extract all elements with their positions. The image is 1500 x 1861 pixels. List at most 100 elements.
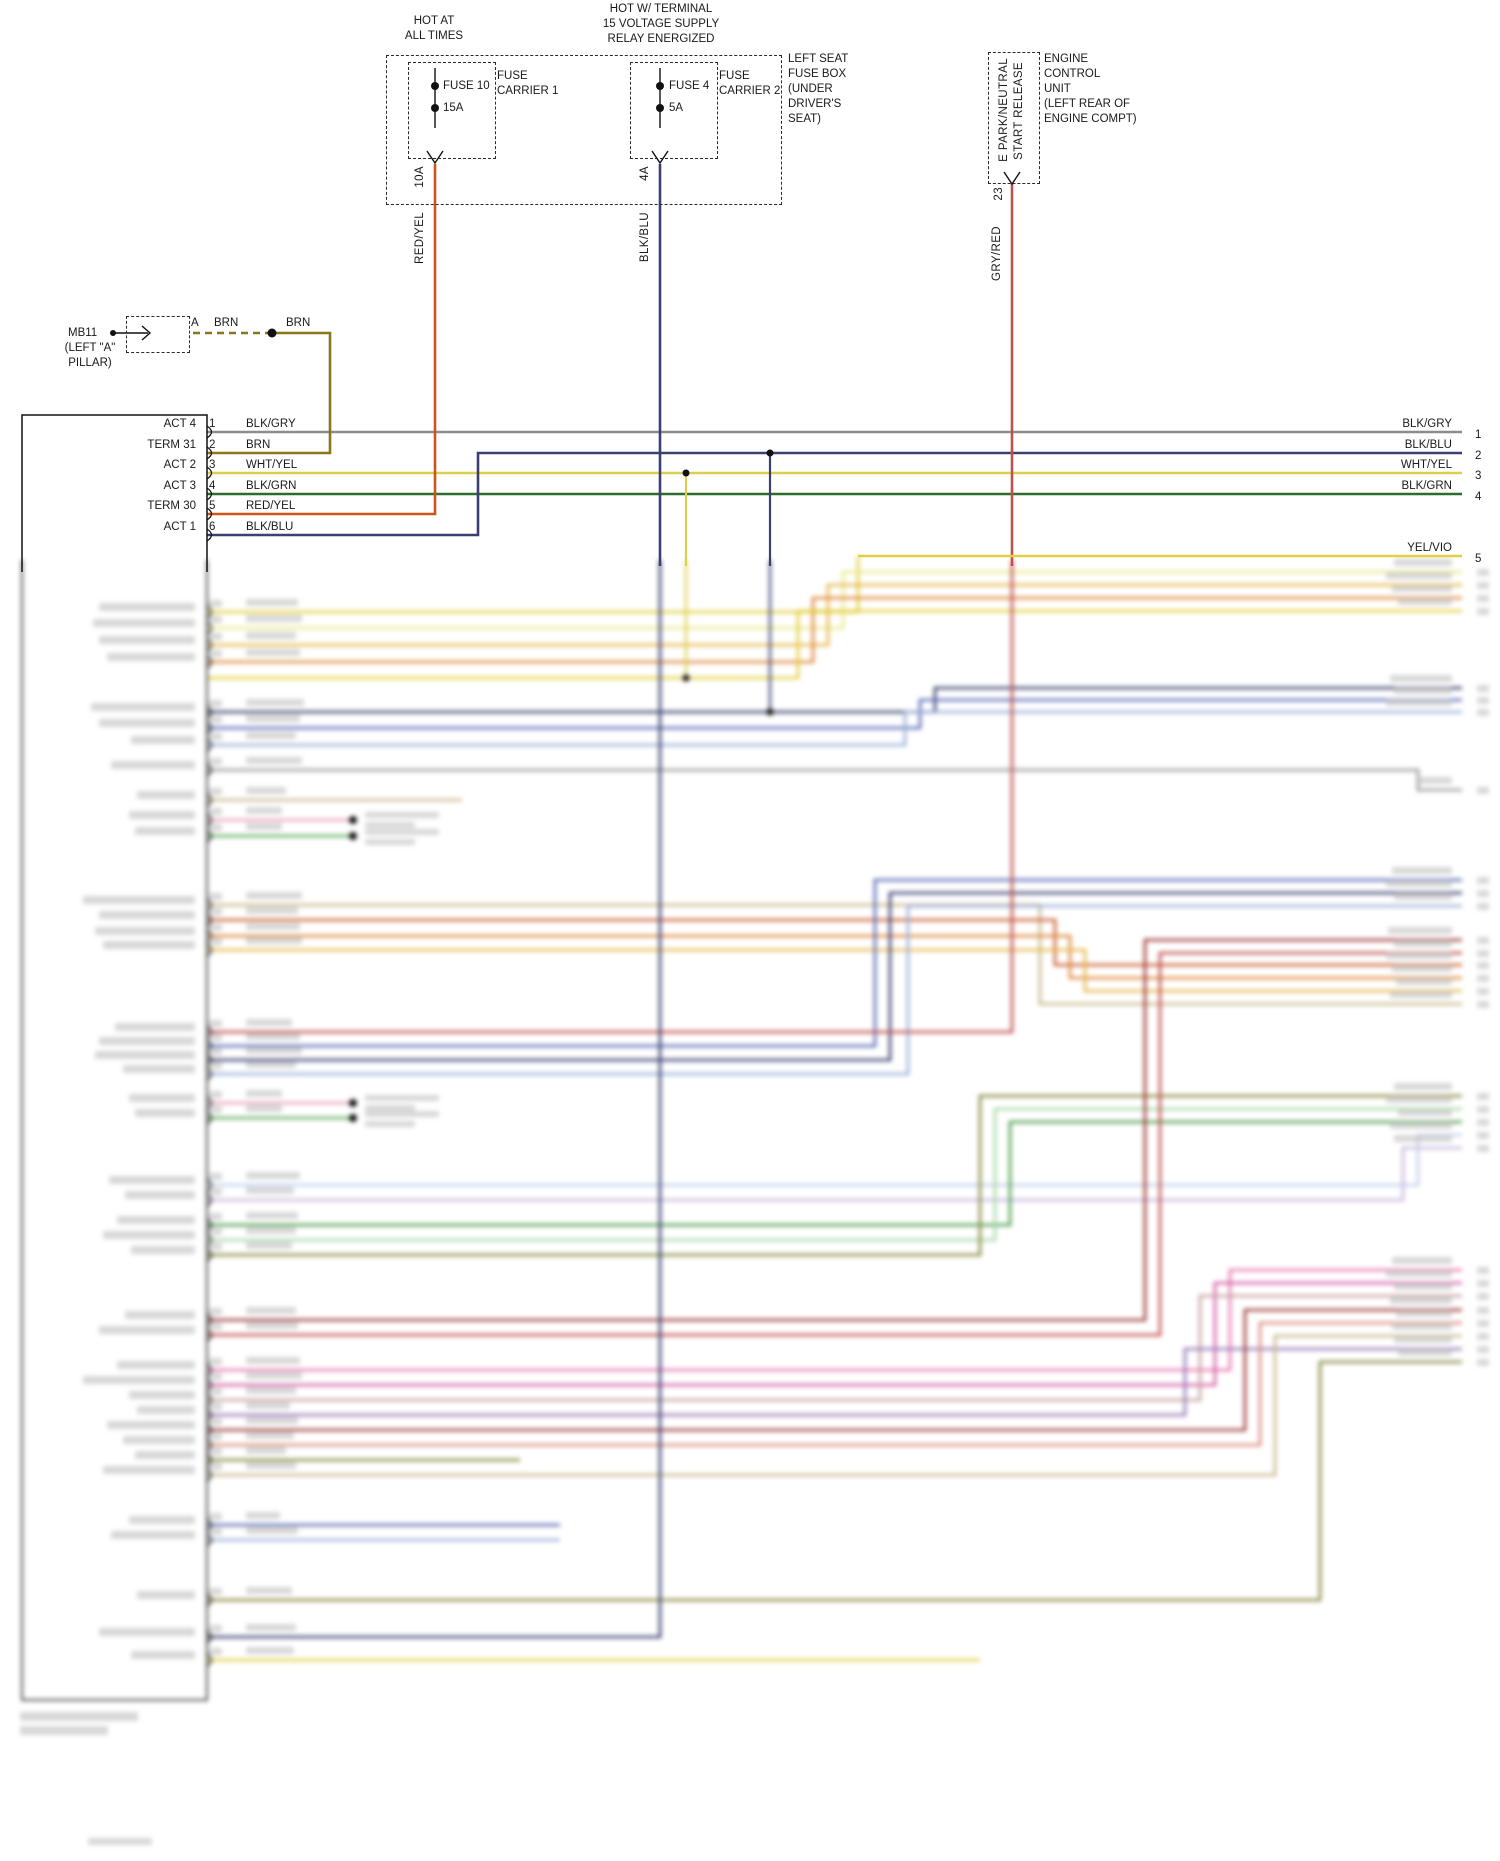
pin-connector-mark [206, 1653, 213, 1667]
pin-connector-mark [206, 1518, 213, 1532]
left-pin-label-stub [91, 703, 195, 711]
pin-number-stub [209, 1243, 222, 1250]
connector-chevron [1003, 171, 1021, 186]
wire [207, 1120, 1462, 1227]
pin-connector-mark [206, 1408, 213, 1422]
pin-connector-mark [206, 446, 213, 460]
right-pin-number-stub [1477, 877, 1489, 884]
junction-dot [349, 816, 357, 824]
wire-color-stub [246, 1372, 302, 1379]
right-pin-number-stub [1477, 975, 1489, 982]
wire-color-stub [246, 1090, 282, 1097]
cu-pin-name: TERM 30 [147, 500, 196, 512]
wire [207, 1146, 1462, 1202]
cu-pin-name: ACT 4 [163, 418, 196, 430]
left-pin-label-stub [83, 1376, 195, 1384]
right-pin-label-stub [1386, 880, 1452, 887]
wire-color-stub [246, 632, 296, 639]
wire [207, 918, 1462, 967]
right-pin-number-stub [1477, 1280, 1489, 1287]
text-stub [88, 1838, 152, 1845]
left-pin-label-stub [109, 1176, 195, 1184]
pin-number-stub [209, 893, 222, 900]
right-pin-number-stub [1477, 787, 1489, 794]
cu-pin-name: ACT 3 [163, 480, 196, 492]
pin-number-stub [209, 1091, 222, 1098]
junction-dot [431, 104, 439, 112]
wire [207, 1281, 1462, 1387]
wire [207, 1321, 1462, 1447]
wire-color-stub [246, 1402, 290, 1409]
pin-connector-mark [206, 1593, 213, 1607]
pin-number-stub [209, 1020, 222, 1027]
left-pin-label-stub [131, 736, 195, 744]
text-stub [365, 812, 439, 818]
right-pin-label-stub [1390, 1122, 1452, 1129]
pin-connector-mark [206, 1178, 213, 1192]
wire [207, 903, 1462, 1006]
right-pin-label-stub [1394, 940, 1452, 947]
pin-connector-mark [206, 621, 213, 635]
junction-dot [766, 449, 774, 457]
pin-connector-mark [206, 1067, 213, 1081]
left-pin-label-stub [135, 1109, 195, 1117]
pin-connector-mark [206, 1248, 213, 1262]
right-pin-label-stub [1394, 1083, 1452, 1090]
left-pin-label-stub [107, 1421, 195, 1429]
cu-wire-color: BRN [246, 439, 271, 451]
wire-color-stub [246, 1047, 302, 1054]
right-pin-label-stub [1386, 1096, 1452, 1103]
junction-dot [349, 1099, 357, 1107]
pin-number-stub [209, 924, 222, 931]
pin-connector-mark [206, 1313, 213, 1327]
left-pin-label-stub [99, 603, 195, 611]
wire [207, 698, 1462, 730]
pin-number-stub [209, 1433, 222, 1440]
right-pin-label-stub [1390, 675, 1452, 682]
wire [207, 948, 1462, 993]
pin-connector-mark [206, 1111, 213, 1125]
right-pin-label-stub [1398, 1109, 1452, 1116]
wire-color-stub [246, 757, 302, 764]
right-pin-number-stub [1477, 1119, 1489, 1126]
right-pin-label-stub [1394, 687, 1452, 694]
cu-pin-number: 5 [209, 500, 216, 512]
wire-color-stub [246, 1357, 300, 1364]
junction-dot [349, 832, 357, 840]
hot-at-all-times-label: HOT AT ALL TIMES [378, 14, 490, 44]
left-pin-label-stub [99, 636, 195, 644]
wire-color-stub [246, 1227, 296, 1234]
wire [207, 560, 1014, 1034]
wire [207, 1094, 1462, 1257]
hot-terminal-line1: HOT W/ TERMINAL [609, 3, 713, 15]
wire-color-stub [246, 1432, 294, 1439]
fuse-4-out-pin: 4A [639, 166, 651, 181]
pin-connector-mark [206, 1193, 213, 1207]
right-pin-number-stub [1477, 595, 1489, 602]
pin-number-stub [209, 1228, 222, 1235]
pin-connector-mark [206, 1378, 213, 1392]
pin-number-stub [209, 1448, 222, 1455]
wire [207, 1347, 1462, 1417]
right-pin-number-stub [1477, 903, 1489, 910]
left-pin-label-stub [117, 1216, 195, 1224]
left-pin-label-stub [123, 1065, 195, 1073]
right-pin-number-stub [1477, 1293, 1489, 1300]
pin-number-stub [209, 758, 222, 765]
pin-connector-mark [206, 638, 213, 652]
cu-pin-name: TERM 31 [147, 439, 196, 451]
pin-number-stub [209, 1388, 222, 1395]
mb11-chevron [141, 325, 152, 341]
wire-color-stub [246, 1417, 298, 1424]
wire-color-stub [246, 1587, 292, 1594]
wire [207, 609, 1462, 680]
wire-color-stub [246, 1242, 292, 1249]
right-pin-color: BLK/BLU [1404, 439, 1452, 451]
right-pin-number-stub [1477, 1001, 1489, 1008]
pin-connector-mark [206, 793, 213, 807]
wire [207, 1308, 1462, 1432]
left-pin-label-stub [111, 761, 195, 769]
junction-dot [656, 82, 664, 90]
